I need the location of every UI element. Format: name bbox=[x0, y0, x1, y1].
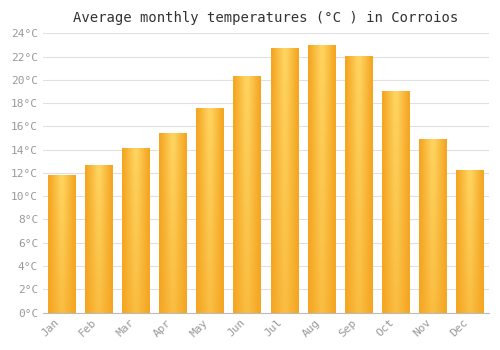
Title: Average monthly temperatures (°C ) in Corroios: Average monthly temperatures (°C ) in Co… bbox=[74, 11, 458, 25]
